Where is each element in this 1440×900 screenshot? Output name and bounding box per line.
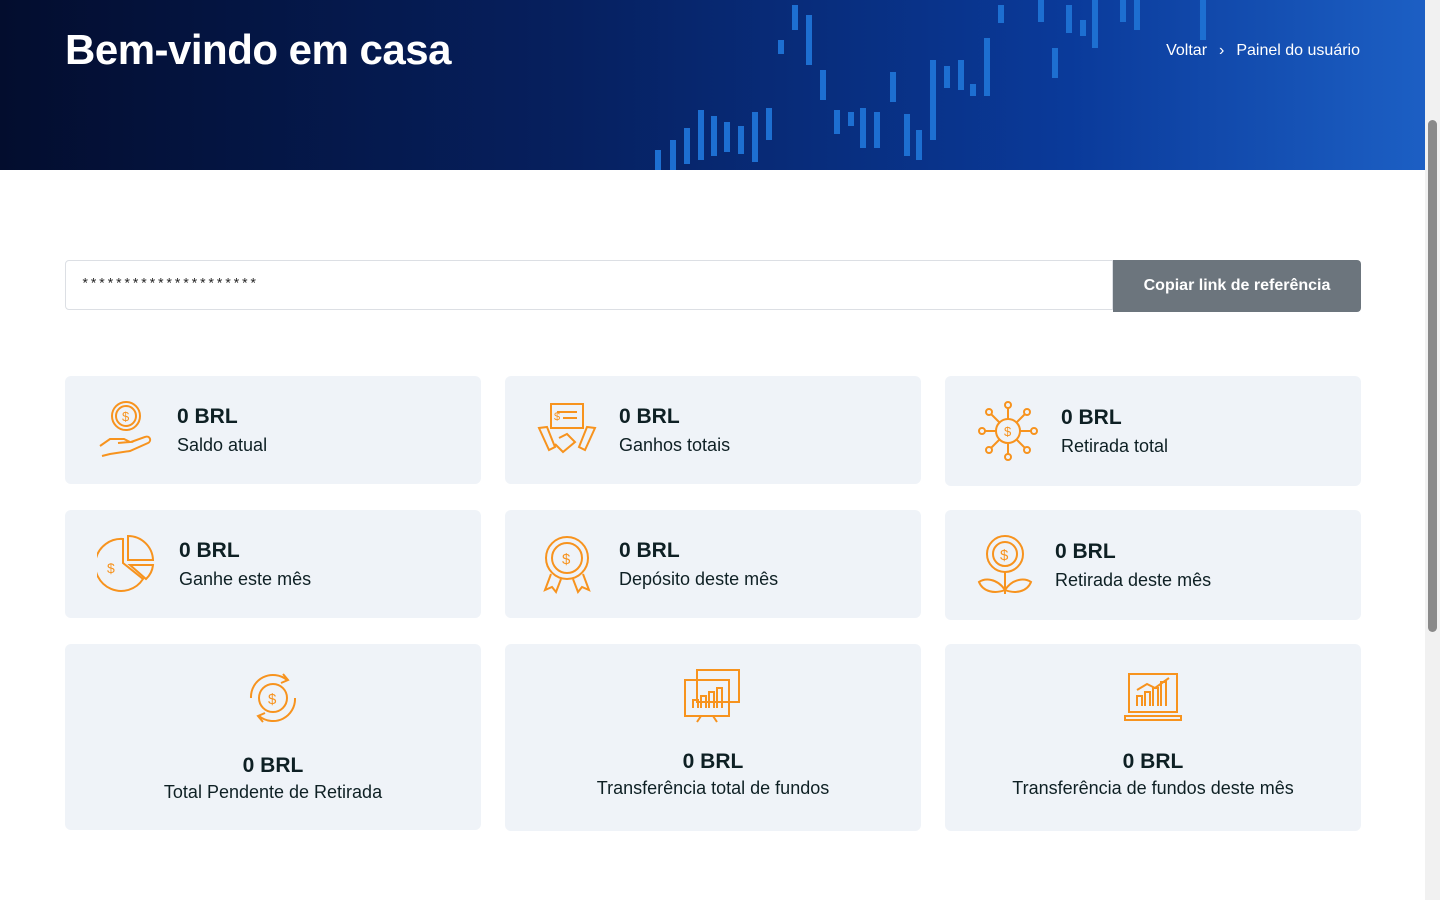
plant-coin-icon: $	[977, 535, 1033, 594]
bar-chart-windows-icon	[684, 669, 740, 723]
candle	[724, 122, 730, 152]
laptop-chart-icon	[1124, 673, 1182, 721]
candle	[970, 84, 976, 96]
stat-card-ganhe-este-mes: $ 0 BRL Ganhe este mês	[65, 510, 481, 618]
candle	[711, 116, 717, 156]
stat-card-total-pendente: $ 0 BRL Total Pendente de Retirada	[65, 644, 481, 830]
svg-text:$: $	[107, 560, 115, 576]
network-dollar-icon: $	[978, 401, 1038, 461]
candle	[766, 108, 772, 140]
stat-card-transferencia-deste-mes: 0 BRL Transferência de fundos deste mês	[945, 644, 1361, 831]
svg-text:$: $	[122, 409, 130, 424]
stat-amount: 0 BRL	[1122, 750, 1184, 773]
referral-bar: Copiar link de referência	[65, 260, 1361, 312]
candle	[698, 110, 704, 160]
stat-amount: 0 BRL	[1055, 539, 1116, 563]
svg-text:$: $	[268, 691, 277, 708]
breadcrumb-back-link[interactable]: Voltar	[1166, 42, 1208, 59]
candle	[1134, 0, 1140, 30]
stat-card-deposito-deste-mes: $ 0 BRL Depósito deste mês	[505, 510, 921, 618]
stat-amount: 0 BRL	[619, 538, 680, 562]
candle	[792, 5, 798, 30]
hero-banner: Bem-vindo em casa Voltar › Painel do usu…	[0, 0, 1425, 170]
candle	[1052, 48, 1058, 78]
candle	[738, 126, 744, 154]
candle	[916, 130, 922, 160]
candle	[684, 128, 690, 164]
candle	[1120, 0, 1126, 22]
candle	[1080, 20, 1086, 36]
candle	[958, 60, 964, 90]
stat-card-retirada-deste-mes: $ 0 BRL Retirada deste mês	[945, 510, 1361, 620]
stat-amount: 0 BRL	[619, 404, 680, 428]
candle	[944, 66, 950, 88]
candle	[670, 140, 676, 170]
page-title: Bem-vindo em casa	[65, 26, 452, 73]
candle	[984, 38, 990, 96]
stat-label: Ganhe este mês	[179, 568, 312, 589]
stat-card-retirada-total: $ 0 BRL Retirada total	[945, 376, 1361, 486]
candle	[874, 112, 880, 148]
cycle-dollar-icon: $	[249, 673, 297, 723]
hand-coin-icon: $	[99, 401, 152, 457]
candle	[890, 72, 896, 102]
pie-chart-dollar-icon: $	[97, 535, 155, 592]
stat-label: Saldo atual	[177, 434, 268, 455]
stat-label: Ganhos totais	[619, 434, 731, 455]
copy-referral-link-button[interactable]: Copiar link de referência	[1113, 260, 1361, 312]
svg-text:$: $	[562, 551, 571, 568]
award-dollar-icon: $	[543, 536, 591, 594]
candle	[1038, 0, 1044, 22]
svg-text:$: $	[1004, 424, 1012, 439]
breadcrumb: Voltar › Painel do usuário	[1166, 42, 1360, 60]
candle	[904, 114, 910, 156]
candle	[1092, 0, 1098, 48]
svg-text:$: $	[554, 411, 560, 423]
candle	[860, 108, 866, 148]
stat-card-ganhos-totais: $ 0 BRL Ganhos totais	[505, 376, 921, 484]
svg-text:$: $	[1000, 547, 1009, 564]
candle	[1066, 5, 1072, 33]
candle	[998, 5, 1004, 23]
candle	[806, 15, 812, 65]
stat-amount: 0 BRL	[179, 538, 240, 562]
candle	[848, 112, 854, 126]
referral-link-input[interactable]	[65, 260, 1113, 310]
stat-label: Retirada deste mês	[1055, 569, 1212, 590]
candle	[930, 60, 936, 140]
scrollbar[interactable]	[1425, 0, 1440, 900]
candle	[778, 40, 784, 54]
stat-label: Total Pendente de Retirada	[163, 782, 383, 802]
stat-label: Transferência de fundos deste mês	[1012, 778, 1294, 798]
candle	[655, 150, 661, 170]
stat-label: Transferência total de fundos	[596, 778, 830, 798]
handshake-icon: $	[537, 403, 597, 454]
stat-card-transferencia-total: 0 BRL Transferência total de fundos	[505, 644, 921, 831]
stat-amount: 0 BRL	[242, 754, 304, 777]
candle	[752, 112, 758, 162]
breadcrumb-current: Painel do usuário	[1236, 42, 1360, 59]
chevron-right-icon: ›	[1219, 42, 1225, 59]
stat-amount: 0 BRL	[1061, 405, 1122, 429]
candle	[1200, 0, 1206, 40]
stat-card-saldo-atual: $ 0 BRL Saldo atual	[65, 376, 481, 484]
stat-amount: 0 BRL	[682, 750, 744, 773]
candle	[820, 70, 826, 100]
scrollbar-thumb[interactable]	[1428, 120, 1437, 632]
stat-label: Retirada total	[1061, 435, 1169, 456]
candle	[834, 110, 840, 134]
stat-label: Depósito deste mês	[619, 568, 779, 589]
stat-amount: 0 BRL	[177, 404, 238, 428]
